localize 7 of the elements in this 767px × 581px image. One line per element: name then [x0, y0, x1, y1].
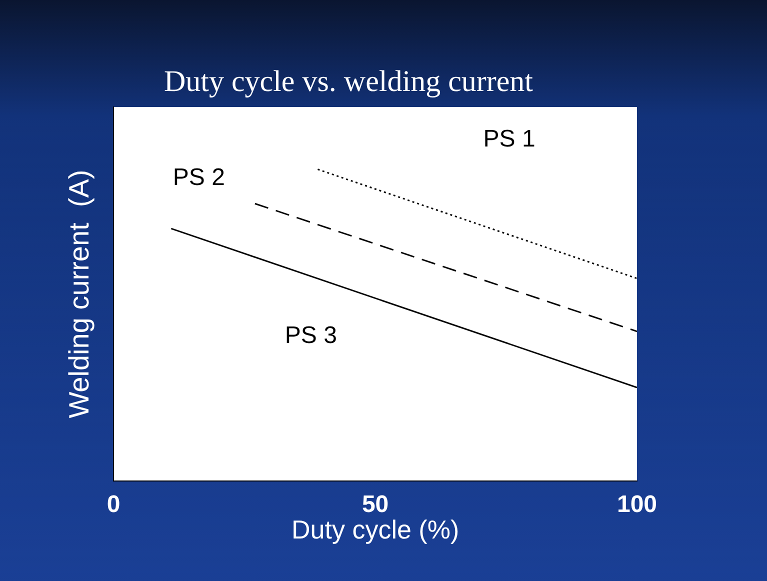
x-tick-label: 0 — [106, 491, 120, 518]
text: PS 1 — [483, 125, 536, 152]
series-label: PS 3 — [284, 322, 337, 349]
chart-title: Duty cycle vs. welding current — [164, 64, 534, 98]
x-tick-label: 100 — [616, 491, 658, 518]
series-label: PS 2 — [172, 164, 225, 192]
y-axis-title: Welding current (A) — [64, 170, 95, 418]
